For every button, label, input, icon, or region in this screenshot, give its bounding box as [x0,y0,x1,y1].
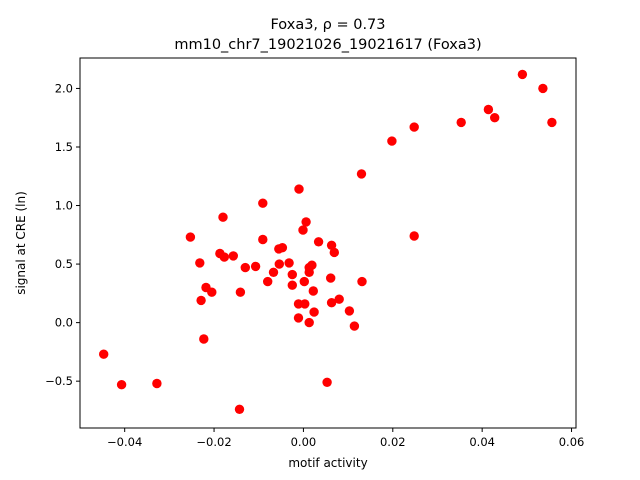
x-tick-label: −0.04 [107,435,142,449]
data-point-49 [356,169,367,179]
data-point-25 [287,269,297,280]
y-tick-label: 1.5 [55,140,73,154]
y-axis-label: signal at CRE (ln) [14,191,28,295]
data-point-53 [409,231,419,241]
data-point-46 [334,294,344,304]
data-point-11 [218,212,228,222]
data-point-38 [308,286,318,296]
y-axis-ticks: −0.5 0.0 0.5 1.0 1.5 2.0 [45,81,80,388]
data-point-43 [326,240,337,250]
data-point-14 [235,287,246,297]
data-point-0 [99,349,109,359]
data-point-41 [322,377,332,387]
chart-title-line-2: mm10_chr7_19021026_19021617 (Foxa3) [174,37,481,53]
data-point-19 [263,276,273,287]
data-point-55 [483,104,494,115]
data-point-6 [196,295,206,306]
data-point-48 [349,321,360,331]
data-point-26 [287,280,297,290]
data-point-30 [298,225,308,235]
x-tick-label: 0.00 [291,435,317,449]
data-point-3 [234,404,245,414]
data-point-36 [304,317,314,328]
data-points [99,69,557,414]
data-point-31 [299,276,309,287]
data-point-20 [268,267,279,277]
data-point-33 [301,217,311,227]
data-point-18 [258,234,268,245]
data-point-4 [185,232,196,242]
data-point-57 [517,69,528,80]
y-tick-label: −0.5 [45,374,73,388]
data-point-13 [228,251,238,261]
data-point-9 [207,287,217,297]
data-point-15 [240,262,250,273]
x-tick-label: 0.06 [559,435,585,449]
data-point-59 [547,117,557,128]
data-point-39 [309,307,319,317]
data-point-42 [326,273,336,283]
plot-area-frame [79,57,577,429]
data-point-44 [326,298,337,308]
data-point-51 [387,136,397,146]
x-axis-ticks: −0.04 −0.02 0.00 0.02 0.04 0.06 [107,428,584,449]
x-tick-label: −0.02 [196,435,231,449]
data-point-54 [456,117,466,128]
data-point-5 [195,258,205,268]
y-tick-label: 0.5 [55,257,73,271]
data-point-1 [116,380,127,390]
data-point-12 [219,252,229,262]
data-point-58 [538,83,548,94]
data-point-28 [293,313,304,323]
y-tick-label: 0.0 [55,316,73,330]
data-point-47 [344,306,355,316]
data-point-2 [152,378,162,389]
data-point-50 [357,276,367,287]
data-point-40 [313,237,324,247]
y-tick-label: 1.0 [55,199,73,213]
x-axis-label: motif activity [288,456,367,470]
data-point-24 [284,258,294,268]
data-point-7 [199,334,209,344]
x-tick-label: 0.04 [469,435,495,449]
data-point-17 [258,198,268,208]
chart-title-line-1: Foxa3, ρ = 0.73 [270,17,385,33]
data-point-37 [307,260,317,270]
data-point-29 [294,184,304,194]
data-point-32 [300,299,310,309]
y-tick-label: 2.0 [55,81,73,95]
data-point-56 [490,113,500,123]
x-tick-label: 0.02 [380,435,406,449]
data-point-45 [329,247,339,258]
data-point-16 [250,261,261,272]
data-point-22 [274,259,284,269]
data-point-23 [277,243,288,253]
data-point-52 [409,122,419,132]
data-point-35 [304,267,314,277]
